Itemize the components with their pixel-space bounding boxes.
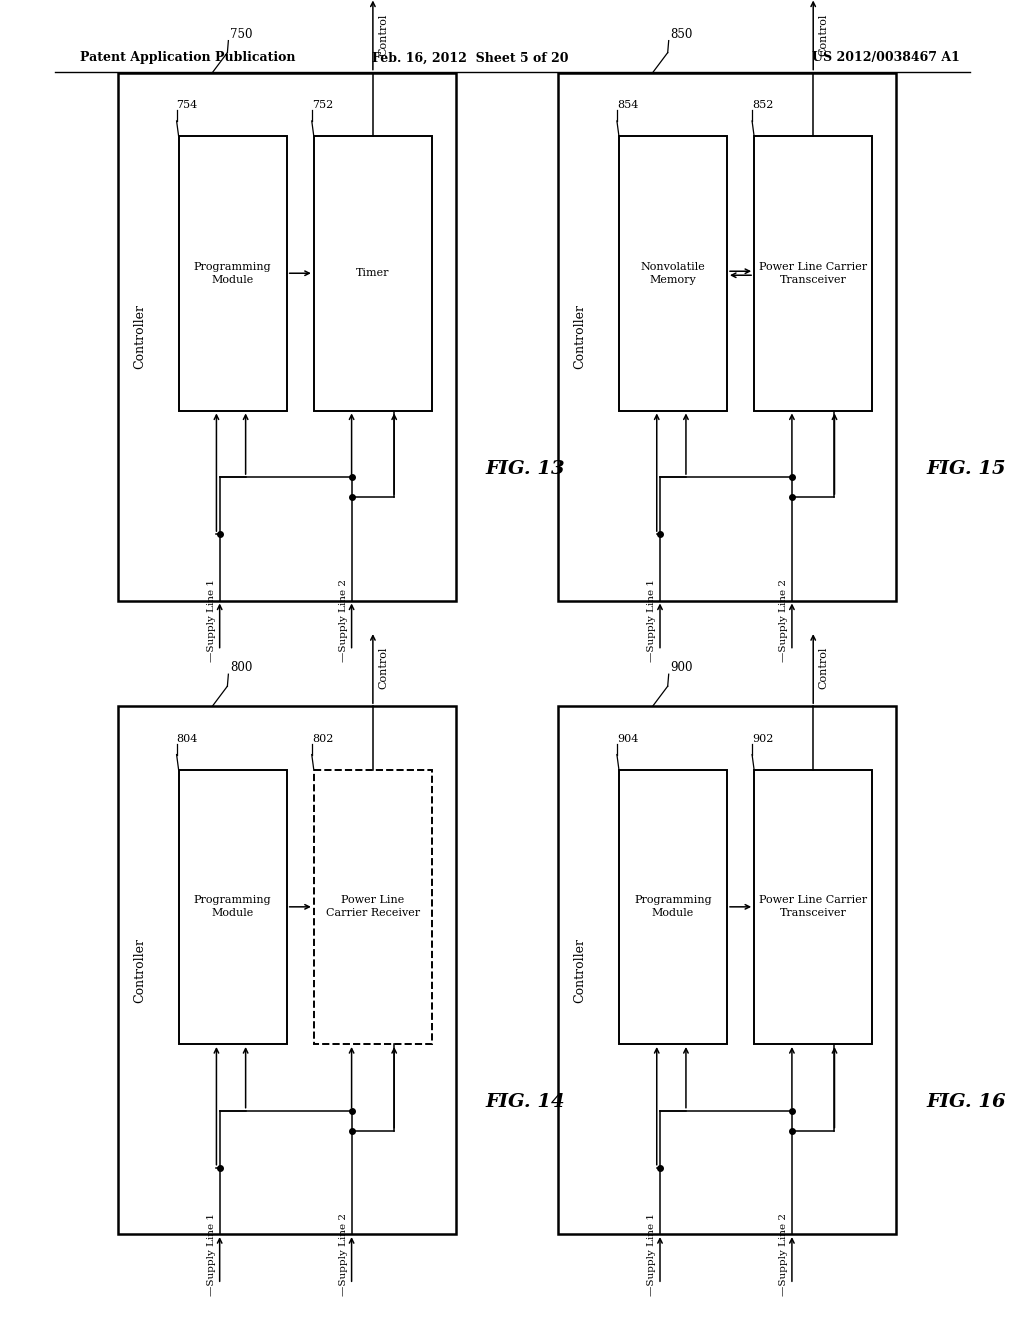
Text: 752: 752	[311, 100, 333, 110]
Text: 854: 854	[616, 100, 638, 110]
Text: Control: Control	[818, 13, 828, 55]
Text: Controller: Controller	[133, 304, 146, 370]
Text: Control: Control	[818, 647, 828, 689]
Text: —Supply Line 2: —Supply Line 2	[779, 579, 787, 663]
Text: 802: 802	[311, 734, 333, 743]
Text: Feb. 16, 2012  Sheet 5 of 20: Feb. 16, 2012 Sheet 5 of 20	[372, 51, 568, 65]
Text: Programming
Module: Programming Module	[634, 895, 712, 919]
Text: —Supply Line 2: —Supply Line 2	[339, 1213, 347, 1296]
Text: Controller: Controller	[573, 937, 587, 1003]
Bar	[178, 136, 287, 411]
Bar	[313, 770, 432, 1044]
Text: 804: 804	[176, 734, 198, 743]
Text: Control: Control	[378, 13, 388, 55]
Text: US 2012/0038467 A1: US 2012/0038467 A1	[812, 51, 961, 65]
Text: 852: 852	[752, 100, 773, 110]
Bar	[118, 706, 456, 1234]
Text: 850: 850	[671, 28, 693, 41]
Text: —Supply Line 1: —Supply Line 1	[647, 579, 656, 663]
Text: FIG. 14: FIG. 14	[485, 1093, 565, 1111]
Text: —Supply Line 1: —Supply Line 1	[207, 579, 216, 663]
Bar	[754, 136, 872, 411]
Text: 900: 900	[671, 661, 693, 675]
Bar	[754, 770, 872, 1044]
Text: 902: 902	[752, 734, 773, 743]
Text: FIG. 16: FIG. 16	[926, 1093, 1006, 1111]
Bar	[618, 770, 727, 1044]
Text: Controller: Controller	[573, 304, 587, 370]
Text: Power Line Carrier
Transceiver: Power Line Carrier Transceiver	[759, 261, 867, 285]
Text: FIG. 13: FIG. 13	[485, 459, 565, 478]
Bar	[558, 706, 896, 1234]
Bar	[313, 136, 432, 411]
Text: 904: 904	[616, 734, 638, 743]
Text: 754: 754	[176, 100, 198, 110]
Text: Programming
Module: Programming Module	[194, 895, 271, 919]
Text: Patent Application Publication: Patent Application Publication	[80, 51, 296, 65]
Bar	[558, 73, 896, 601]
Text: 750: 750	[230, 28, 253, 41]
Text: Timer: Timer	[356, 268, 390, 279]
Text: Power Line Carrier
Transceiver: Power Line Carrier Transceiver	[759, 895, 867, 919]
Text: Programming
Module: Programming Module	[194, 261, 271, 285]
Text: Nonvolatile
Memory: Nonvolatile Memory	[641, 261, 706, 285]
Bar	[178, 770, 287, 1044]
Text: —Supply Line 2: —Supply Line 2	[339, 579, 347, 663]
Text: FIG. 15: FIG. 15	[926, 459, 1006, 478]
Text: —Supply Line 1: —Supply Line 1	[207, 1213, 216, 1296]
Text: Control: Control	[378, 647, 388, 689]
Text: —Supply Line 2: —Supply Line 2	[779, 1213, 787, 1296]
Bar	[118, 73, 456, 601]
Bar	[618, 136, 727, 411]
Text: —Supply Line 1: —Supply Line 1	[647, 1213, 656, 1296]
Text: Power Line
Carrier Receiver: Power Line Carrier Receiver	[326, 895, 420, 919]
Text: 800: 800	[230, 661, 253, 675]
Text: Controller: Controller	[133, 937, 146, 1003]
